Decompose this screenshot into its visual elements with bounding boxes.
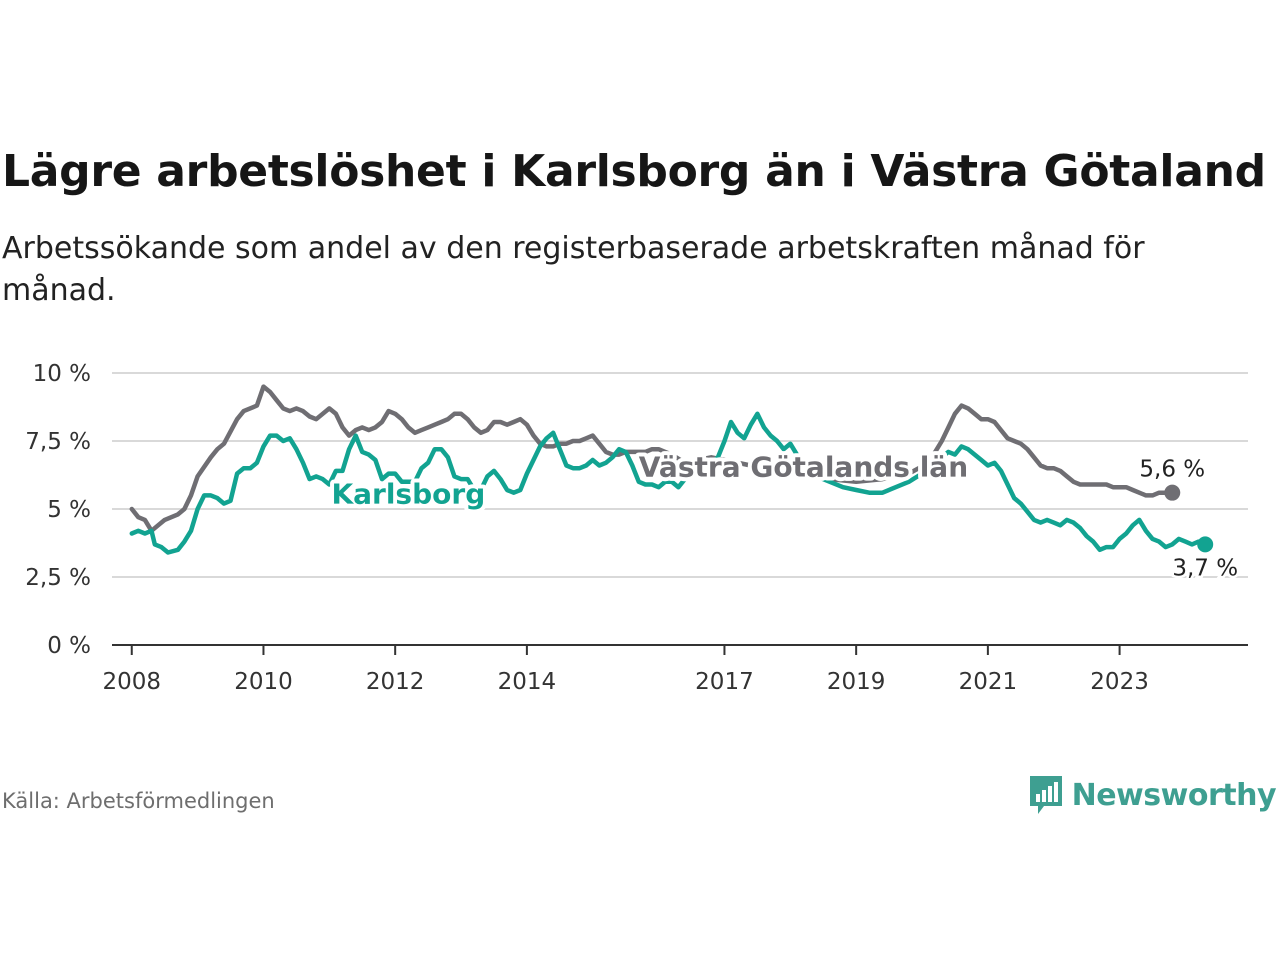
x-axis: 2008 2010 2012 2014 2017 2019 2021 2023: [102, 644, 1248, 695]
end-point-karlsborg: [1197, 536, 1214, 553]
series-lines: [129, 384, 1214, 555]
y-tick-label: 0 %: [47, 633, 91, 659]
y-tick-label: 10 %: [33, 361, 91, 387]
end-point-v-stra-g-talands-l-n: [1164, 484, 1181, 501]
brand-name: Newsworthy: [1071, 777, 1277, 813]
newsworthy-logo: Newsworthy: [1028, 772, 1277, 818]
series-label-v-stra-g-talands-l-n: Västra Götalands län: [639, 450, 968, 483]
chart-title: Lägre arbetslöshet i Karlsborg än i Väst…: [2, 146, 1266, 197]
chart-subtitle: Arbetssökande som andel av den registerb…: [2, 231, 1145, 308]
series-line-karlsborg: [129, 411, 1208, 555]
x-tick-label: 2017: [695, 669, 754, 695]
y-tick-label: 2,5 %: [25, 565, 91, 591]
line-chart: 0 % 2,5 % 5 % 7,5 % 10 % 2008 2010 2012 2014 201…: [25, 361, 1248, 695]
x-tick-label: 2012: [366, 669, 425, 695]
x-tick-label: 2008: [102, 669, 161, 695]
y-tick-label: 7,5 %: [25, 429, 91, 455]
source-note: Källa: Arbetsförmedlingen: [2, 789, 275, 813]
y-axis: 0 % 2,5 % 5 % 7,5 % 10 %: [25, 361, 91, 659]
series-label-karlsborg: Karlsborg: [331, 478, 485, 511]
x-tick-label: 2014: [498, 669, 557, 695]
x-tick-label: 2021: [959, 669, 1018, 695]
series-labels: 5,6 % 3,7 % Karlsborg Västra Götalands län: [327, 446, 1240, 584]
end-value-label-karlsborg: 3,7 %: [1172, 555, 1238, 581]
x-tick-label: 2023: [1090, 669, 1149, 695]
y-tick-label: 5 %: [47, 497, 91, 523]
end-value-label-v-stra-g-talands-l-n: 5,6 %: [1139, 457, 1205, 483]
series-line-v-stra-g-talands-l-n: [129, 384, 1175, 534]
x-tick-label: 2010: [234, 669, 293, 695]
grid-lines: [112, 372, 1248, 578]
x-tick-label: 2019: [827, 669, 886, 695]
newsworthy-logo-icon: [1029, 776, 1062, 814]
